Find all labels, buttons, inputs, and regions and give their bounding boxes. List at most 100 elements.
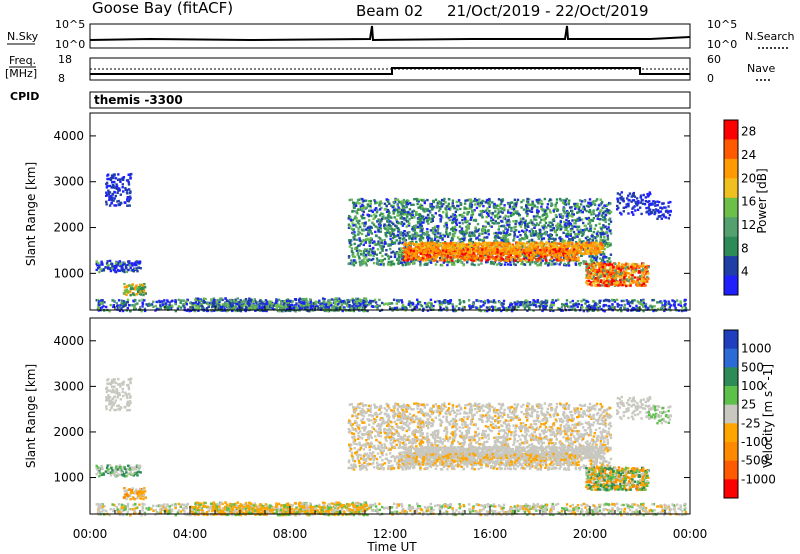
echo-cell [395, 226, 398, 229]
echo-cell [529, 221, 533, 225]
echo-cell [479, 209, 482, 213]
echo-cell [626, 302, 629, 305]
echo-cell [389, 231, 393, 234]
echo-cell [436, 225, 439, 228]
echo-cell [413, 228, 416, 231]
echo-cell [357, 222, 361, 226]
nsky-panel: N.Sky 10^5 10^0 10^5 10^0 N.Search [7, 18, 795, 51]
echo-cell [419, 239, 423, 242]
echo-cell [491, 309, 494, 312]
echo-cell [525, 205, 528, 209]
echo-cell [357, 230, 360, 233]
echo-cell [420, 229, 423, 232]
echo-cell [341, 302, 344, 306]
echo-cell [298, 300, 301, 304]
echo-cell [372, 241, 375, 244]
echo-cell [239, 309, 243, 313]
echo-cell [572, 213, 575, 216]
echo-cell [404, 239, 408, 242]
echo-cell [554, 205, 557, 208]
echo-cell [505, 240, 508, 244]
echo-cell [672, 300, 675, 303]
echo-cell [103, 301, 106, 304]
echo-cell [361, 205, 364, 208]
echo-cell [543, 210, 547, 213]
echo-cell [371, 250, 374, 253]
echo-cell [525, 235, 529, 238]
echo-cell [361, 299, 364, 302]
echo-cell [399, 212, 403, 216]
echo-cell [512, 208, 516, 212]
echo-cell [263, 303, 267, 306]
echo-cell [537, 202, 540, 205]
echo-cell [355, 297, 358, 301]
echo-cell [505, 221, 508, 225]
echo-cell [357, 227, 360, 230]
echo-cell [471, 211, 475, 215]
echo-cell [552, 304, 555, 307]
echo-cell [595, 258, 598, 262]
echo-cell [529, 303, 532, 307]
echo-cell [449, 239, 453, 243]
echo-cell [316, 305, 320, 308]
echo-cell [347, 255, 351, 258]
echo-cell [374, 230, 377, 234]
echo-cell [315, 306, 318, 309]
echo-cell [432, 304, 435, 308]
echo-cell [364, 302, 367, 306]
echo-cell [350, 259, 353, 262]
echo-cell [300, 299, 304, 302]
echo-cell [477, 299, 481, 303]
echo-cell [455, 305, 458, 308]
echo-cell [588, 210, 591, 214]
echo-cell [408, 234, 412, 238]
echo-cell [455, 200, 458, 204]
echo-cell [539, 264, 542, 267]
echo-cell [503, 217, 507, 220]
echo-cell [520, 249, 523, 252]
echo-cell [376, 209, 379, 212]
echo-cell [176, 307, 180, 310]
echo-cell [431, 227, 435, 230]
echo-cell [486, 260, 489, 264]
echo-cell [561, 238, 564, 241]
echo-cell [419, 218, 423, 221]
echo-cell [239, 299, 242, 302]
echo-cell [591, 241, 595, 245]
echo-cell [370, 232, 374, 235]
echo-cell [357, 255, 361, 258]
echo-cell [120, 307, 123, 310]
echo-cell [586, 305, 589, 308]
echo-cell [520, 242, 524, 246]
echo-cell [524, 219, 527, 222]
echo-cell [595, 239, 598, 242]
echo-cell [554, 245, 557, 248]
echo-cell [536, 214, 539, 218]
echo-cell [502, 239, 505, 243]
echo-cell [402, 206, 405, 210]
echo-cell [444, 201, 447, 204]
nave-right-tick-bottom: 0 [707, 72, 714, 85]
echo-cell [426, 262, 429, 265]
echo-cell [149, 304, 152, 307]
echo-cell [561, 239, 565, 242]
echo-cell [540, 303, 543, 306]
echo-cell [590, 213, 593, 216]
echo-cell [342, 306, 346, 309]
echo-cell [642, 309, 645, 313]
echo-cell [315, 300, 319, 304]
echo-cell [576, 211, 579, 214]
echo-cell [378, 304, 381, 307]
echo-cell [433, 242, 436, 245]
echo-cell [563, 212, 567, 215]
echo-cell [330, 298, 334, 301]
echo-cell [323, 301, 326, 304]
echo-cell [574, 248, 578, 252]
echo-cell [376, 306, 379, 309]
echo-cell [430, 306, 433, 310]
echo-cell [458, 225, 462, 228]
echo-cell [353, 307, 356, 310]
echo-cell [448, 233, 451, 236]
echo-cell [530, 238, 534, 242]
echo-cell [461, 230, 464, 233]
